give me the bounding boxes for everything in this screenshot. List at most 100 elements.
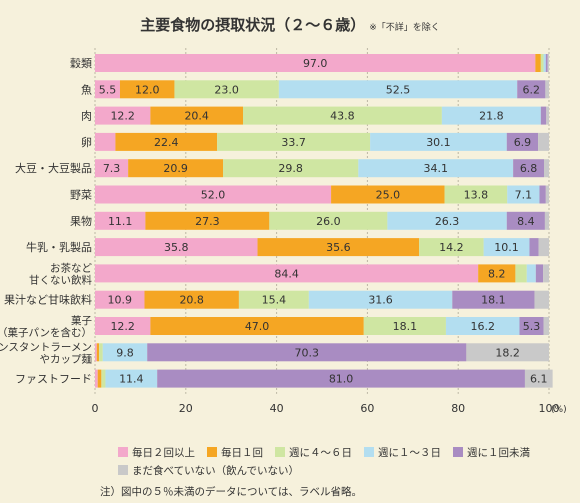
- bar-segment: [223, 159, 359, 178]
- legend-swatch: [207, 447, 217, 457]
- data-label: 30.1: [426, 136, 451, 149]
- data-label: 20.9: [163, 162, 188, 175]
- data-label: 20.4: [184, 110, 209, 123]
- bar-segment: [478, 264, 516, 283]
- bar-segment: [269, 211, 388, 230]
- data-label: 70.3: [295, 346, 320, 359]
- data-label: 6.9: [514, 136, 532, 149]
- data-label: 15.4: [262, 294, 287, 307]
- bar-segment: [95, 159, 129, 178]
- legend-row: まだ食べていない（飲んでいない）: [118, 461, 558, 479]
- bar-segment: [543, 54, 546, 72]
- data-label: 12.2: [110, 320, 135, 333]
- bar-segment: [535, 54, 541, 72]
- category-label: 野菜: [70, 189, 92, 202]
- bar-segment: [95, 185, 332, 204]
- data-label: 52.5: [386, 83, 411, 96]
- x-tick-label: 60: [360, 402, 374, 415]
- legend-label: 週に１回未満: [467, 446, 530, 459]
- data-label: 18.2: [495, 346, 520, 359]
- bar-segment: [452, 290, 535, 309]
- data-label: 35.6: [326, 241, 351, 254]
- data-label: 84.4: [274, 267, 299, 280]
- bar-segment: [144, 290, 239, 309]
- x-tick-label: 80: [451, 402, 465, 415]
- bar-segment: [257, 238, 420, 257]
- legend-label: 週に４〜６日: [289, 446, 352, 459]
- data-label: 7.3: [103, 162, 121, 175]
- bar-segment: [535, 264, 544, 283]
- bar-segment: [513, 159, 545, 178]
- data-label: 8.2: [488, 267, 506, 280]
- data-label: 52.0: [201, 189, 226, 202]
- legend-label: 毎日１回: [221, 446, 263, 459]
- data-label: 10.1: [494, 241, 519, 254]
- data-label: 6.2: [523, 83, 541, 96]
- bar-segment: [97, 369, 102, 388]
- bar-segment: [308, 290, 453, 309]
- category-label: 菓子（菓子パンを含む）: [0, 315, 92, 339]
- bar-segment: [95, 290, 145, 309]
- bar-segment: [544, 159, 549, 178]
- data-label: 29.8: [278, 162, 303, 175]
- bar-segment: [538, 132, 549, 151]
- bar-segment: [217, 132, 371, 151]
- bar-segment: [545, 185, 549, 204]
- x-tick-label: 40: [270, 402, 284, 415]
- data-label: 5.3: [523, 320, 541, 333]
- data-label: 16.2: [470, 320, 495, 333]
- x-unit-label: (%): [551, 405, 567, 415]
- bar-segment: [95, 54, 536, 72]
- legend-item: 毎日１回: [207, 445, 263, 460]
- data-label: 10.9: [107, 294, 132, 307]
- bar-segment: [95, 238, 258, 257]
- data-label: 14.2: [439, 241, 464, 254]
- bar-segment: [101, 369, 106, 388]
- legend: 毎日２回以上 毎日１回 週に４〜６日 週に１〜３日 週に１回未満 まだ食べていない（飲ん…: [118, 443, 558, 479]
- legend-label: 週に１〜３日: [378, 446, 441, 459]
- data-label: 11.4: [119, 373, 144, 386]
- bar-segment: [115, 132, 218, 151]
- category-label: ファストフード: [15, 373, 92, 386]
- legend-item: 週に４〜６日: [275, 445, 352, 460]
- category-label: お茶など甘くない飲料: [29, 261, 92, 286]
- bar-segment: [543, 317, 549, 335]
- bar-segment: [387, 211, 507, 230]
- data-label: 18.1: [481, 294, 506, 307]
- data-label: 26.3: [435, 215, 460, 228]
- data-label: 20.8: [179, 294, 204, 307]
- x-tick-label: 20: [179, 402, 193, 415]
- bar-segment: [363, 317, 446, 335]
- data-label: 47.0: [245, 320, 270, 333]
- bar-segment: [358, 159, 514, 178]
- bar-segment: [95, 106, 151, 125]
- bar-segment: [95, 343, 97, 362]
- data-label: 18.1: [393, 320, 418, 333]
- bar-segment: [540, 106, 547, 125]
- data-label: 5.5: [99, 83, 117, 96]
- x-tick-label: 100: [539, 402, 560, 415]
- bar-segment: [544, 211, 549, 230]
- bar-segment: [546, 106, 549, 125]
- data-label: 34.1: [423, 162, 448, 175]
- data-label: 9.8: [116, 346, 134, 359]
- category-label: インスタントラーメンやカップ麺: [0, 341, 92, 365]
- bar-segment: [278, 80, 518, 99]
- bar-segment: [95, 264, 479, 283]
- data-label: 81.0: [329, 373, 354, 386]
- bar-segment: [150, 317, 364, 335]
- bar-segment: [545, 54, 548, 72]
- legend-swatch: [364, 447, 374, 457]
- bar-segment: [95, 369, 98, 388]
- bar-segment: [445, 317, 520, 335]
- legend-item: 週に１〜３日: [364, 445, 441, 460]
- bar-segment: [526, 264, 536, 283]
- bar-segment: [444, 185, 508, 204]
- chart-title: 主要食物の摂取状況（２〜６歳）: [140, 16, 366, 34]
- data-label: 22.4: [154, 136, 179, 149]
- bar-segment: [506, 132, 539, 151]
- data-label: 97.0: [303, 57, 328, 70]
- bar-segment: [517, 80, 546, 99]
- bar-segment: [483, 238, 530, 257]
- category-label: 穀類: [70, 57, 92, 70]
